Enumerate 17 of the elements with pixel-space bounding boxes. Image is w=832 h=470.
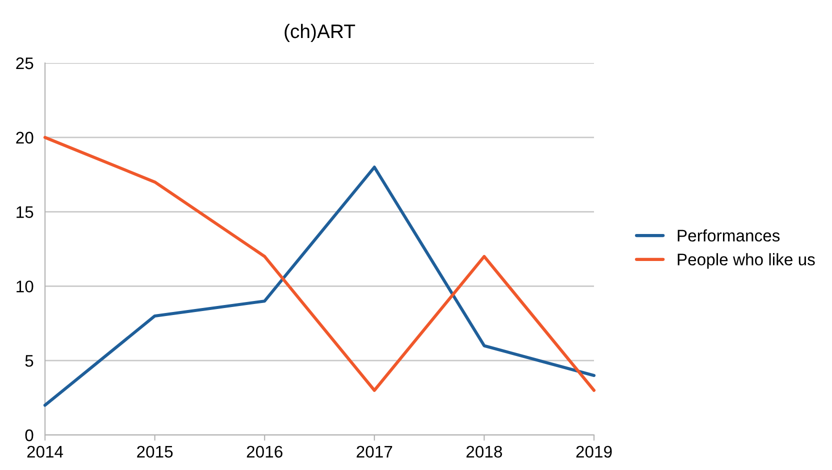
x-tick-label: 2018 xyxy=(466,446,502,458)
y-tick-label: 25 xyxy=(16,57,34,70)
legend-label: People who like us xyxy=(678,253,815,269)
line-series xyxy=(43,136,596,392)
y-tick-label: 5 xyxy=(25,355,34,367)
y-tick-label: 20 xyxy=(16,132,34,144)
chart-title: (ch)ART xyxy=(284,24,356,42)
y-tick-label: 15 xyxy=(16,206,34,218)
x-tick-label: 2014 xyxy=(27,446,64,458)
x-tick-label: 2016 xyxy=(246,446,282,458)
y-tick-label: 0 xyxy=(25,429,34,442)
x-tick-label: 2015 xyxy=(137,446,173,458)
line-series xyxy=(43,166,596,407)
legend-label: Performances xyxy=(678,229,780,242)
y-tick-label: 10 xyxy=(16,280,34,292)
x-tick-label: 2019 xyxy=(576,446,612,458)
x-tick-label: 2017 xyxy=(356,446,392,458)
